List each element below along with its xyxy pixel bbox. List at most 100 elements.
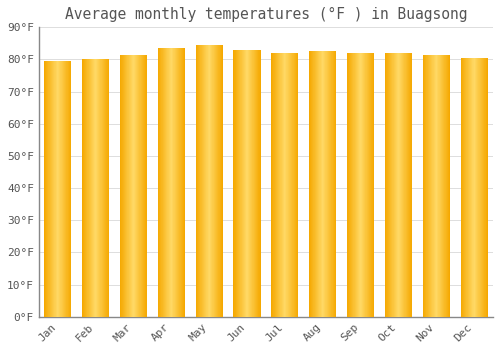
- Bar: [426, 55, 427, 317]
- Bar: [385, 53, 386, 317]
- Bar: [295, 53, 296, 317]
- Bar: [367, 53, 368, 317]
- Bar: [279, 53, 280, 317]
- Bar: [433, 55, 434, 317]
- Bar: [484, 58, 485, 317]
- Bar: [213, 45, 214, 317]
- Bar: [318, 51, 319, 317]
- Bar: [163, 48, 164, 317]
- Bar: [356, 53, 357, 317]
- Bar: [359, 53, 360, 317]
- Bar: [246, 50, 247, 317]
- Bar: [132, 55, 133, 317]
- Bar: [54, 61, 55, 317]
- Bar: [252, 50, 253, 317]
- Bar: [58, 61, 59, 317]
- Bar: [51, 61, 52, 317]
- Bar: [325, 51, 326, 317]
- Bar: [362, 53, 364, 317]
- Bar: [354, 53, 355, 317]
- Bar: [480, 58, 481, 317]
- Bar: [219, 45, 220, 317]
- Bar: [218, 45, 219, 317]
- Bar: [126, 55, 127, 317]
- Bar: [332, 51, 333, 317]
- Bar: [239, 50, 240, 317]
- Bar: [331, 51, 332, 317]
- Bar: [277, 53, 278, 317]
- Bar: [129, 55, 130, 317]
- Bar: [468, 58, 469, 317]
- Bar: [476, 58, 477, 317]
- Bar: [282, 53, 283, 317]
- Bar: [216, 45, 217, 317]
- Bar: [464, 58, 465, 317]
- Bar: [55, 61, 56, 317]
- Bar: [47, 61, 48, 317]
- Bar: [397, 53, 398, 317]
- Bar: [159, 48, 160, 317]
- Bar: [447, 55, 448, 317]
- Bar: [50, 61, 51, 317]
- Bar: [446, 55, 447, 317]
- Bar: [214, 45, 215, 317]
- Bar: [392, 53, 393, 317]
- Bar: [65, 61, 66, 317]
- Bar: [85, 60, 86, 317]
- Bar: [255, 50, 256, 317]
- Bar: [440, 55, 441, 317]
- Bar: [127, 55, 128, 317]
- Bar: [197, 45, 198, 317]
- Bar: [411, 53, 412, 317]
- Bar: [128, 55, 129, 317]
- Bar: [443, 55, 444, 317]
- Bar: [309, 51, 310, 317]
- Bar: [259, 50, 260, 317]
- Bar: [242, 50, 243, 317]
- Bar: [463, 58, 464, 317]
- Bar: [180, 48, 181, 317]
- Bar: [57, 61, 58, 317]
- Bar: [353, 53, 354, 317]
- Bar: [249, 50, 250, 317]
- Bar: [404, 53, 405, 317]
- Bar: [273, 53, 274, 317]
- Bar: [469, 58, 470, 317]
- Bar: [106, 60, 107, 317]
- Bar: [357, 53, 358, 317]
- Bar: [199, 45, 200, 317]
- Bar: [217, 45, 218, 317]
- Bar: [123, 55, 124, 317]
- Bar: [86, 60, 87, 317]
- Bar: [134, 55, 135, 317]
- Bar: [435, 55, 436, 317]
- Bar: [477, 58, 478, 317]
- Bar: [483, 58, 484, 317]
- Bar: [142, 55, 144, 317]
- Bar: [465, 58, 466, 317]
- Bar: [165, 48, 166, 317]
- Bar: [292, 53, 293, 317]
- Bar: [432, 55, 433, 317]
- Bar: [352, 53, 353, 317]
- Bar: [135, 55, 136, 317]
- Bar: [158, 48, 159, 317]
- Bar: [439, 55, 440, 317]
- Bar: [166, 48, 167, 317]
- Bar: [372, 53, 373, 317]
- Bar: [387, 53, 388, 317]
- Bar: [138, 55, 139, 317]
- Bar: [481, 58, 482, 317]
- Bar: [237, 50, 238, 317]
- Bar: [434, 55, 435, 317]
- Bar: [207, 45, 208, 317]
- Bar: [395, 53, 396, 317]
- Bar: [209, 45, 210, 317]
- Bar: [310, 51, 312, 317]
- Bar: [430, 55, 431, 317]
- Bar: [196, 45, 197, 317]
- Bar: [287, 53, 288, 317]
- Bar: [333, 51, 334, 317]
- Bar: [94, 60, 95, 317]
- Bar: [234, 50, 235, 317]
